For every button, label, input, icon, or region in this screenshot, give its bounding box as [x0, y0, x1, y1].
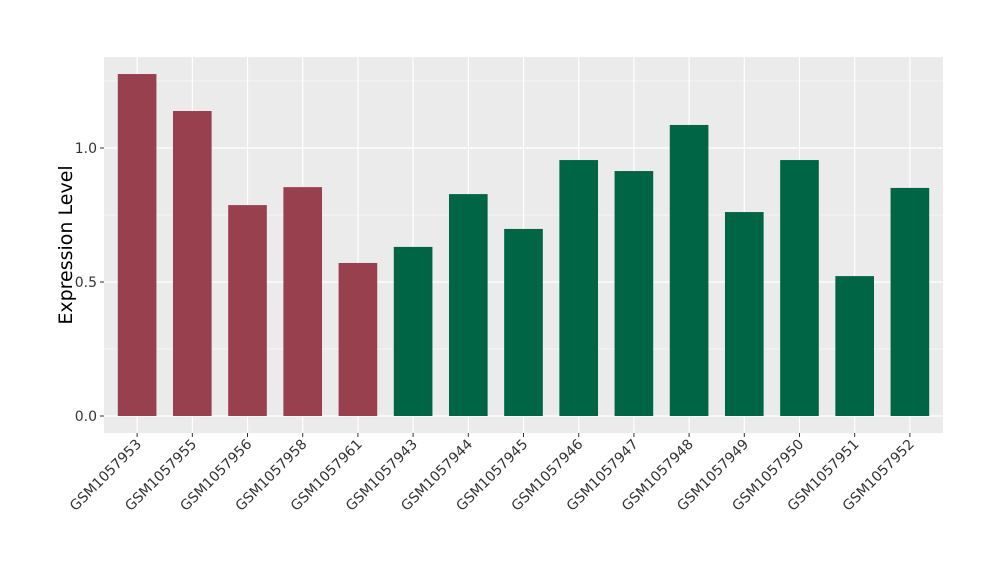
bar-GSM1057946: [559, 160, 599, 416]
bar-GSM1057949: [724, 212, 764, 416]
bar-GSM1057958: [283, 187, 323, 416]
bar-GSM1057956: [228, 205, 267, 416]
bar-GSM1057955: [172, 111, 212, 417]
bar-GSM1057947: [614, 171, 654, 416]
bar-GSM1057945: [504, 228, 543, 416]
bar-GSM1057943: [393, 246, 433, 416]
y-tick-label: 1.0: [75, 141, 97, 157]
y-tick-label: 0.5: [75, 275, 97, 291]
bar-GSM1057953: [117, 74, 157, 417]
y-tick-label: 0.0: [75, 409, 97, 425]
y-axis-label: Expression Level: [55, 165, 77, 324]
bar-GSM1057948: [669, 124, 709, 417]
bar-GSM1057961: [338, 262, 378, 416]
bar-GSM1057944: [448, 194, 488, 416]
bar-GSM1057951: [835, 276, 875, 416]
bar-GSM1057952: [890, 187, 930, 416]
bar-GSM1057950: [780, 160, 819, 416]
